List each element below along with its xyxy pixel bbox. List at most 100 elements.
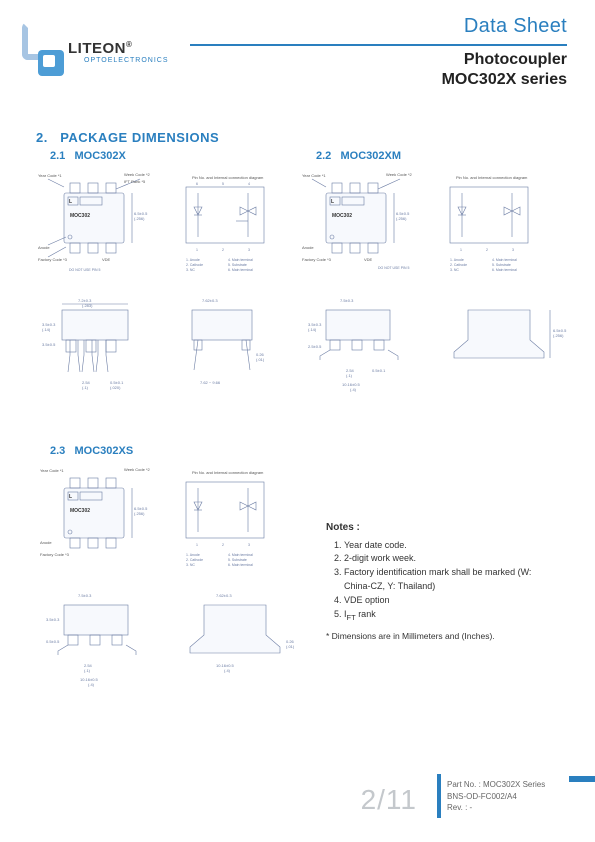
notes-list: Year date code. 2-digit work week. Facto… (344, 539, 551, 624)
svg-text:2: 2 (486, 248, 488, 252)
svg-text:7.62±0.3: 7.62±0.3 (202, 298, 218, 303)
note-4: VDE option (344, 594, 551, 608)
sub-2-3: 2.3 MOC302XS (50, 445, 133, 457)
brand-reg: ® (126, 40, 132, 49)
svg-text:(.256): (.256) (134, 216, 145, 221)
svg-text:2: 2 (222, 248, 224, 252)
svg-text:3: 3 (248, 248, 250, 252)
product-line1: Photocoupler (442, 50, 567, 70)
sub1-num: 2.1 (50, 150, 65, 162)
diagram-2-2: L MOC302 Year Code *1 Week Code *2 Anode… (300, 165, 570, 425)
svg-text:7.5±0.3: 7.5±0.3 (340, 298, 354, 303)
svg-text:(.14): (.14) (308, 327, 317, 332)
svg-text:(.4): (.4) (224, 668, 231, 673)
note-5: IFT rank (344, 608, 551, 623)
svg-text:5. Substrate: 5. Substrate (228, 263, 247, 267)
svg-text:Week Code *2: Week Code *2 (386, 172, 412, 177)
footer-text: Part No. : MOC302X Series BNS-OD-FC002/A… (447, 779, 567, 814)
svg-text:Anode: Anode (38, 245, 50, 250)
svg-text:4. Main terminal: 4. Main terminal (492, 258, 517, 262)
notes-block: Notes : Year date code. 2-digit work wee… (326, 520, 551, 643)
section-num: 2. (36, 130, 48, 145)
svg-text:2. Cathode: 2. Cathode (186, 558, 203, 562)
svg-text:1. Anode: 1. Anode (186, 553, 200, 557)
diagram-2-3-svg: L MOC302 Year Code *1 Week Code *2 Anode… (36, 460, 306, 720)
svg-text:MOC302: MOC302 (332, 213, 352, 219)
svg-text:5: 5 (222, 182, 224, 186)
footer-accent (569, 776, 595, 782)
diagram-2-1: L MOC302 Year Code *1 Week Code *2 IFT R… (36, 165, 296, 425)
section-name: PACKAGE DIMENSIONS (60, 130, 219, 145)
svg-text:6. Main terminal: 6. Main terminal (228, 563, 253, 567)
svg-text:7.5±0.3: 7.5±0.3 (78, 593, 92, 598)
svg-text:4. Main terminal: 4. Main terminal (228, 553, 253, 557)
svg-text:(.4): (.4) (350, 387, 357, 392)
svg-text:Year Code *1: Year Code *1 (38, 173, 62, 178)
svg-text:Anode: Anode (40, 540, 52, 545)
svg-text:4: 4 (248, 182, 250, 186)
svg-text:Week Code *2: Week Code *2 (124, 467, 150, 472)
note-3: Factory identification mark shall be mar… (344, 566, 551, 594)
svg-text:DO NOT USE PIN 5: DO NOT USE PIN 5 (378, 266, 409, 270)
svg-text:(.256): (.256) (396, 216, 407, 221)
svg-text:3.5±0.3: 3.5±0.3 (46, 617, 60, 622)
svg-text:2: 2 (222, 543, 224, 547)
svg-text:1: 1 (460, 248, 462, 252)
svg-text:5. Substrate: 5. Substrate (492, 263, 511, 267)
svg-text:(.01): (.01) (286, 644, 295, 649)
svg-text:IFT Rank *5: IFT Rank *5 (124, 179, 146, 184)
svg-text:1: 1 (196, 248, 198, 252)
sub2-num: 2.2 (316, 150, 331, 162)
svg-text:(.1): (.1) (82, 385, 89, 390)
notes-heading: Notes : (326, 520, 551, 536)
diagram-2-1-svg: L MOC302 Year Code *1 Week Code *2 IFT R… (36, 165, 296, 425)
notes-footer: * Dimensions are in Millimeters and (Inc… (326, 630, 551, 643)
svg-text:(.1): (.1) (84, 668, 91, 673)
sub1-title: MOC302X (74, 150, 125, 162)
svg-text:7.62±0.3: 7.62±0.3 (216, 593, 232, 598)
svg-text:(.14): (.14) (42, 327, 51, 332)
footer: 2/11 Part No. : MOC302X Series BNS-OD-FC… (28, 772, 567, 818)
svg-text:VDE: VDE (102, 257, 111, 262)
svg-text:Pin No. and Internal connectio: Pin No. and Internal connection diagram (456, 175, 528, 180)
svg-text:L: L (69, 199, 72, 205)
svg-text:Pin No. and Internal connectio: Pin No. and Internal connection diagram (192, 175, 264, 180)
svg-text:3. NC: 3. NC (450, 268, 459, 272)
svg-text:Factory Code *3: Factory Code *3 (40, 552, 70, 557)
svg-text:1: 1 (196, 543, 198, 547)
note-1: Year date code. (344, 539, 551, 553)
section-title: 2. PACKAGE DIMENSIONS (36, 130, 219, 145)
doc-type: Data Sheet (464, 15, 567, 38)
svg-text:(.1): (.1) (346, 373, 353, 378)
page: LITEON® OPTOELECTRONICS Data Sheet Photo… (0, 0, 595, 842)
svg-text:2.5±0.5: 2.5±0.5 (308, 344, 322, 349)
svg-text:5. Substrate: 5. Substrate (228, 558, 247, 562)
svg-text:3. NC: 3. NC (186, 268, 195, 272)
svg-text:3: 3 (512, 248, 514, 252)
sub3-num: 2.3 (50, 445, 65, 457)
note5-b: FT (347, 613, 356, 622)
svg-text:Year Code *1: Year Code *1 (40, 468, 64, 473)
note-2: 2-digit work week. (344, 552, 551, 566)
svg-text:4. Main terminal: 4. Main terminal (228, 258, 253, 262)
svg-text:Week Code *2: Week Code *2 (124, 172, 150, 177)
sub2-title: MOC302XM (340, 150, 401, 162)
svg-text:Anode: Anode (302, 245, 314, 250)
svg-text:1. Anode: 1. Anode (186, 258, 200, 262)
svg-text:3: 3 (248, 543, 250, 547)
product-line2: MOC302X series (442, 70, 567, 90)
svg-text:3. NC: 3. NC (186, 563, 195, 567)
svg-text:MOC302: MOC302 (70, 508, 90, 514)
brand-sub: OPTOELECTRONICS (84, 57, 169, 64)
svg-text:(.256): (.256) (553, 333, 564, 338)
brand-name: LITEON® (68, 40, 132, 57)
svg-text:6: 6 (196, 182, 198, 186)
sub3-title: MOC302XS (74, 445, 133, 457)
svg-text:1. Anode: 1. Anode (450, 258, 464, 262)
header-rule (190, 44, 567, 46)
svg-text:L: L (69, 494, 72, 500)
sub-2-1: 2.1 MOC302X (50, 150, 126, 162)
footer-part: Part No. : MOC302X Series (447, 779, 567, 791)
product-title: Photocoupler MOC302X series (442, 50, 567, 90)
svg-text:Year Code *1: Year Code *1 (302, 173, 326, 178)
